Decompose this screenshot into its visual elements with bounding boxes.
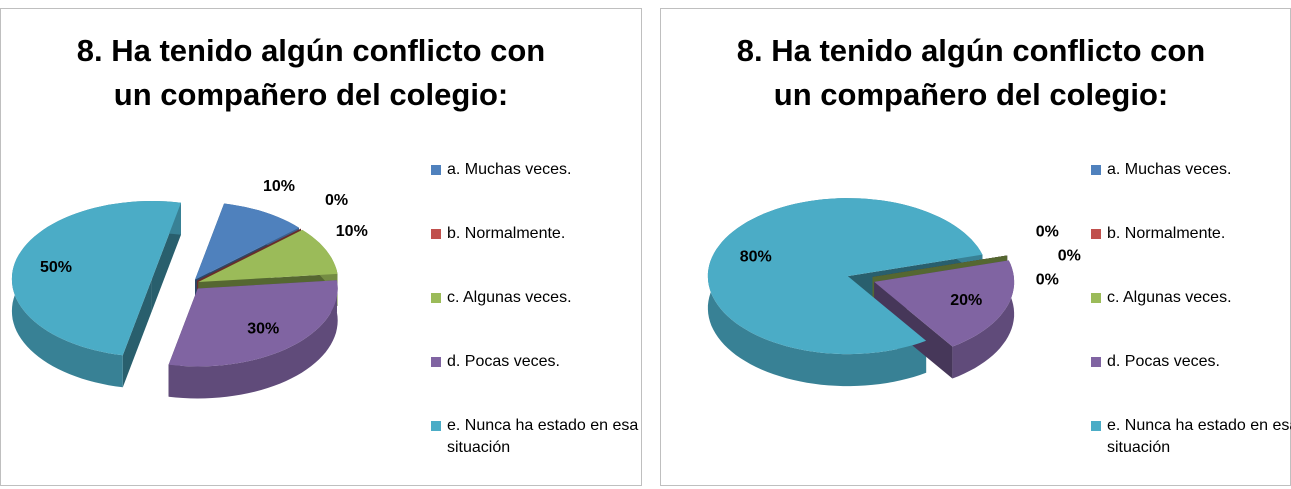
chart-panel: 8. Ha tenido algún conflicto con un comp… [660,8,1291,486]
chart-panel: 8. Ha tenido algún conflicto con un comp… [0,8,642,486]
legend-label: c. Algunas veces. [447,289,572,306]
pie-slice [195,203,299,280]
legend-swatch [431,229,441,239]
pie-slice [707,198,983,355]
pie-slice-edge [952,260,1015,379]
legend-swatch [1091,421,1101,431]
legend-item: e. Nunca ha estado en esa situación [431,415,641,479]
legend-swatch [431,165,441,175]
legend-item: c. Algunas veces. [1091,287,1291,351]
data-label: 10% [336,223,368,240]
legend: a. Muchas veces. b. Normalmente. c. Alguna… [431,159,641,479]
legend-label: d. Pocas veces. [447,353,560,370]
legend-label: e. Nunca ha estado en esa situación [1107,417,1291,456]
pie-slice-edge [168,280,338,399]
legend: a. Muchas veces. b. Normalmente. c. Alguna… [1091,159,1291,479]
pie-slice [198,229,338,282]
chart-title: 8. Ha tenido algún conflicto con un comp… [736,33,1206,112]
legend-label: c. Algunas veces. [1107,289,1232,306]
pie-slice [11,201,182,356]
legend-item: b. Normalmente. [431,223,641,287]
legend-swatch [1091,165,1101,175]
legend-label: d. Pocas veces. [1107,353,1220,370]
legend-item: d. Pocas veces. [431,351,641,415]
data-label: 20% [950,292,982,309]
pie-chart: 10% 0% 10% 30% 50% [11,178,368,399]
legend-label: a. Muchas veces. [447,161,572,178]
data-label: 0% [1036,272,1059,289]
legend-swatch [431,421,441,431]
pie-slice [874,260,1015,347]
pie-slice [168,280,338,367]
data-label: 0% [325,192,348,209]
legend-swatch [1091,229,1101,239]
chart-title: 8. Ha tenido algún conflicto con un comp… [76,33,546,112]
legend-item: a. Muchas veces. [431,159,641,223]
legend-label: b. Normalmente. [447,225,566,242]
data-label: 50% [40,259,72,276]
data-label: 0% [1058,248,1081,265]
legend-swatch [1091,357,1101,367]
legend-item: c. Algunas veces. [431,287,641,351]
legend-swatch [1091,293,1101,303]
legend-item: a. Muchas veces. [1091,159,1291,223]
legend-label: a. Muchas veces. [1107,161,1232,178]
pie-chart: 0% 0% 0% 20% 80% [707,198,1081,387]
legend-item: e. Nunca ha estado en esa situación [1091,415,1291,479]
pie-slice-wall [122,279,152,388]
data-label: 80% [740,249,772,266]
legend-item: b. Normalmente. [1091,223,1291,287]
legend-item: d. Pocas veces. [1091,351,1291,415]
pie-slice-wall [874,281,953,379]
legend-swatch [431,293,441,303]
legend-label: b. Normalmente. [1107,225,1226,242]
pie-slice [196,228,301,281]
data-label: 30% [247,320,279,337]
legend-label: e. Nunca ha estado en esa situación [447,417,639,456]
data-label: 10% [263,178,295,195]
data-label: 0% [1036,224,1059,241]
legend-swatch [431,357,441,367]
